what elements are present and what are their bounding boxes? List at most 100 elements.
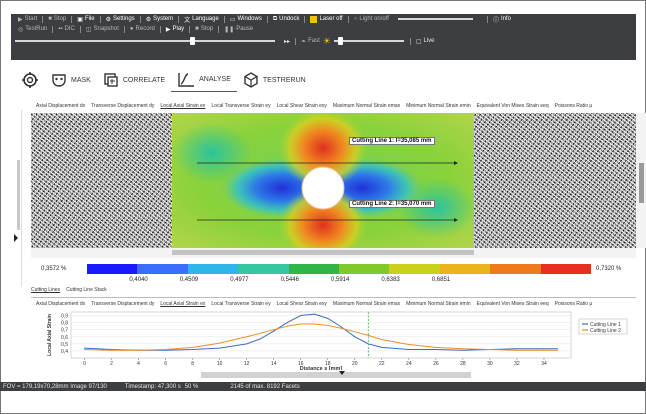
tab-local-axial-strain-ex[interactable]: Local Axial Strain ex xyxy=(160,301,206,307)
legend-color-band xyxy=(187,264,239,274)
play-icon: ▶ xyxy=(165,26,171,33)
tab-axial-displacement-dx[interactable]: Axial Displacement dx xyxy=(36,301,86,307)
tab-equivalent-von-mises-strain-eeq[interactable]: Equivalent Von Mises Strain eeq xyxy=(476,103,549,109)
series-2-point xyxy=(367,334,369,336)
series-1-point xyxy=(192,349,194,351)
line-chart-svg[interactable]: 0,40,50,60,70,80,90 2 4 6 8 10 12 14 16 18 20 22 24 2… xyxy=(31,310,636,372)
toolbar-row-3: ▸▸ ❧ Fast ☀ ▢ Live xyxy=(11,34,636,48)
subtab-cutting-line-stack[interactable]: Cutting Line Stack xyxy=(66,287,107,293)
tb2-item-pause[interactable]: ❚❚ Pause xyxy=(221,26,256,33)
series-1-point xyxy=(462,349,464,351)
tb1-item-system[interactable]: ⚙ System xyxy=(143,16,176,23)
legend-color-band xyxy=(87,264,138,274)
tab-transverse-displacement-dy[interactable]: Transverse Displacement dy xyxy=(91,301,155,307)
info-button[interactable]: ⓘ Info xyxy=(490,15,514,24)
sun-icon[interactable]: ☀ xyxy=(322,35,331,46)
main-toolbar: ▶ Start ■ Stop ▣ File ⚙ Settings ⚙ System 文 Languag… xyxy=(11,14,636,60)
brightness-knob[interactable] xyxy=(337,37,343,45)
x-tick-label: 26 xyxy=(433,361,439,367)
expand-arrow-icon[interactable] xyxy=(14,234,18,242)
mode-analyse[interactable]: ANALYSE xyxy=(171,68,237,92)
brightness-slider[interactable] xyxy=(333,37,404,45)
status-bar: FOV = 179,19x70,28mm Image 97/130 Timest… xyxy=(0,382,646,391)
tab-minimum-normal-strain-emin[interactable]: Minimum Normal Strain emin xyxy=(406,103,471,109)
tb1-label: Windows xyxy=(237,16,262,22)
tab-local-shear-strain-exy[interactable]: Local Shear Strain exy xyxy=(276,301,327,307)
tab-maximum-normal-strain-emax[interactable]: Maximum Normal Strain emax xyxy=(332,301,401,307)
toolbar-row-2: ◎ TestRun ▪▪ DIC ◫ Snapshot ● Record ▶ Play ■ Stop ❚… xyxy=(11,24,636,34)
slider-end-icon[interactable]: ▸▸ xyxy=(284,38,291,45)
x-tick-label: 32 xyxy=(514,361,520,367)
hscroll-thumb[interactable] xyxy=(172,250,474,255)
mode-mask[interactable]: MASK xyxy=(45,68,97,92)
x-tick-label: 16 xyxy=(298,361,304,367)
collapse-arrow-icon[interactable] xyxy=(339,371,345,375)
windows-icon: ▭ xyxy=(229,16,236,23)
tab-poissons-ratio-[interactable]: Poissons Ratio μ xyxy=(554,103,593,109)
tab-local-transverse-strain-ey[interactable]: Local Transverse Strain ey xyxy=(211,103,271,109)
legend-color-band xyxy=(288,264,340,274)
tb1-item-windows[interactable]: ▭ Windows xyxy=(227,16,265,23)
tb1-item-file[interactable]: ▣ File xyxy=(74,16,97,23)
tab-local-shear-strain-exy[interactable]: Local Shear Strain exy xyxy=(276,103,327,109)
series-line-1[interactable] xyxy=(84,313,558,351)
tab-equivalent-von-mises-strain-eeq[interactable]: Equivalent Von Mises Strain eeq xyxy=(476,301,549,307)
tab-local-transverse-strain-ey[interactable]: Local Transverse Strain ey xyxy=(211,301,271,307)
tab-minimum-normal-strain-emin[interactable]: Minimum Normal Strain emin xyxy=(406,301,471,307)
legend-color-band xyxy=(540,264,592,274)
mode-setup[interactable] xyxy=(15,68,45,92)
tab-poissons-ratio-[interactable]: Poissons Ratio μ xyxy=(554,301,593,307)
tb1-item-undock[interactable]: ⧉ Undock xyxy=(270,16,303,23)
tab-maximum-normal-strain-emax[interactable]: Maximum Normal Strain emax xyxy=(332,103,401,109)
chart-horizontal-scrollbar[interactable] xyxy=(201,372,471,378)
left-panel-toggle[interactable] xyxy=(11,110,22,287)
x-tick-label: 20 xyxy=(352,361,358,367)
cutting-line-2-label[interactable]: Cutting Line 2: l=35,070 mm xyxy=(349,200,435,208)
image-vertical-scrollbar[interactable] xyxy=(636,113,646,248)
tab-local-axial-strain-ex[interactable]: Local Axial Strain ex xyxy=(160,103,206,109)
file-icon: ▣ xyxy=(77,16,83,23)
tb2-item-play[interactable]: ▶ Play xyxy=(163,26,187,33)
tb1-label: Undock xyxy=(279,16,300,22)
image-slider[interactable] xyxy=(15,37,275,45)
series-1-point xyxy=(381,346,383,348)
legend-tick-label: 0,4977 xyxy=(230,277,249,283)
light-slider[interactable] xyxy=(397,18,473,20)
tb1-item-start[interactable]: ▶ Start xyxy=(15,16,40,23)
tb1-item-laser-off[interactable]: Laser off xyxy=(307,15,345,23)
record-icon: ● xyxy=(129,26,134,32)
mode-testrerun[interactable]: TESTRERUN xyxy=(237,68,312,92)
tb2-item-testrun[interactable]: ◎ TestRun xyxy=(15,26,50,33)
color-legend: 0,3572 % 0,7320 % 0,4040 0,4509 0,4977 0,54… xyxy=(31,260,636,290)
cutting-line-chart[interactable]: 0,4 0,5 0,6 0,7 0,8 0,9 0 2 4 6 8 10 12 14 16 18 20 22 24 2… xyxy=(31,310,636,372)
series-1-point xyxy=(246,343,248,345)
image-view[interactable]: Cutting Line 1: l=35,085 mm Cutting Line… xyxy=(31,113,636,248)
tb1-item-language[interactable]: 文 Language xyxy=(181,15,222,24)
tab-transverse-displacement-dy[interactable]: Transverse Displacement dy xyxy=(91,103,155,109)
language-icon: 文 xyxy=(184,17,191,24)
tb2-item-dic[interactable]: ▪▪ DIC xyxy=(55,26,78,32)
series-2-point xyxy=(408,344,410,346)
tb2-item-snapshot[interactable]: ◫ Snapshot xyxy=(83,26,122,33)
legend-tick-label: 0,6383 xyxy=(381,277,400,283)
system-icon: ⚙ xyxy=(145,16,152,23)
y-tick-label: 0,9 xyxy=(61,314,68,320)
chart-tabs: Axial Displacement dx Transverse Displace… xyxy=(36,298,592,310)
tb1-item-light-on-off[interactable]: ○ Light on/off xyxy=(351,16,392,22)
fast-option[interactable]: ❧ Fast xyxy=(298,38,323,45)
mode-correlate[interactable]: CORRELATE xyxy=(97,68,171,92)
subtab-cutting-lines[interactable]: Cutting Lines xyxy=(31,287,61,293)
toolbar-separator xyxy=(79,25,81,33)
left-scroll-thumb[interactable] xyxy=(17,160,20,230)
tab-axial-displacement-dx[interactable]: Axial Displacement dx xyxy=(36,103,86,109)
live-button[interactable]: ▢ Live xyxy=(413,38,438,45)
tb1-item-stop[interactable]: ■ Stop xyxy=(45,16,69,22)
image-horizontal-scrollbar[interactable] xyxy=(31,248,636,258)
tb2-item-record[interactable]: ● Record xyxy=(127,26,158,32)
image-slider-knob[interactable] xyxy=(190,37,195,45)
cutting-line-1-label[interactable]: Cutting Line 1: l=35,085 mm xyxy=(349,137,435,145)
tb2-item-stop[interactable]: ■ Stop xyxy=(192,26,216,32)
vscroll-thumb[interactable] xyxy=(639,163,644,203)
cutting-line-subtabs: Cutting Lines Cutting Line Stack xyxy=(31,287,107,297)
tb1-item-settings[interactable]: ⚙ Settings xyxy=(103,16,138,23)
